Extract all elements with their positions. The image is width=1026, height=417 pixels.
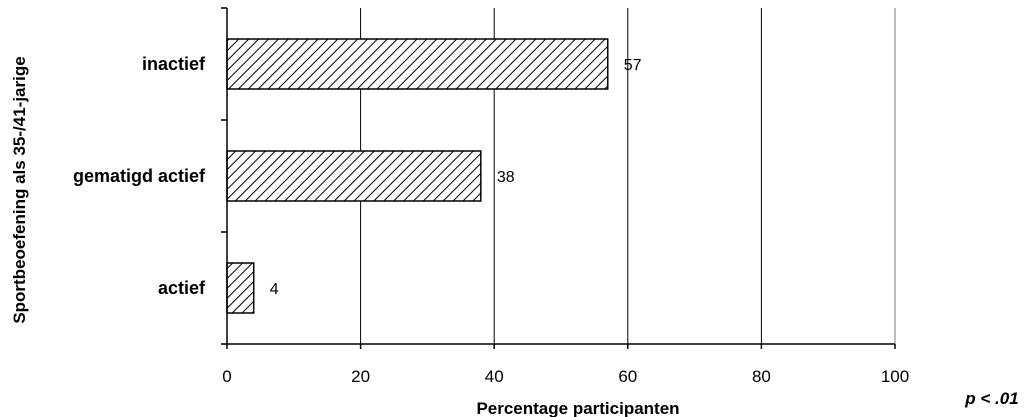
x-tick-label-80: 80 xyxy=(752,367,771,386)
significance-note: p < .01 xyxy=(964,389,1018,408)
labels: 0 20 40 60 80 100 inactief gematigd actief actie… xyxy=(73,54,909,386)
bar-2 xyxy=(226,262,255,314)
x-tick-label-100: 100 xyxy=(881,367,909,386)
x-tick-label-0: 0 xyxy=(222,367,231,386)
x-tick-label-60: 60 xyxy=(618,367,637,386)
x-tick-label-40: 40 xyxy=(485,367,504,386)
data-label-1: 38 xyxy=(497,169,515,186)
bars xyxy=(226,38,609,314)
data-label-0: 57 xyxy=(624,57,642,74)
category-label-1: gematigd actief xyxy=(73,166,206,186)
bar-0 xyxy=(226,38,609,90)
y-axis-title: Sportbeoefening als 35-/41-jarige xyxy=(10,56,29,323)
x-axis-title: Percentage participanten xyxy=(476,399,679,417)
bar-1 xyxy=(226,150,482,202)
x-tick-label-20: 20 xyxy=(351,367,370,386)
category-label-2: actief xyxy=(158,278,206,298)
data-label-2: 4 xyxy=(270,281,279,298)
axes xyxy=(221,7,896,349)
category-label-0: inactief xyxy=(142,54,206,74)
